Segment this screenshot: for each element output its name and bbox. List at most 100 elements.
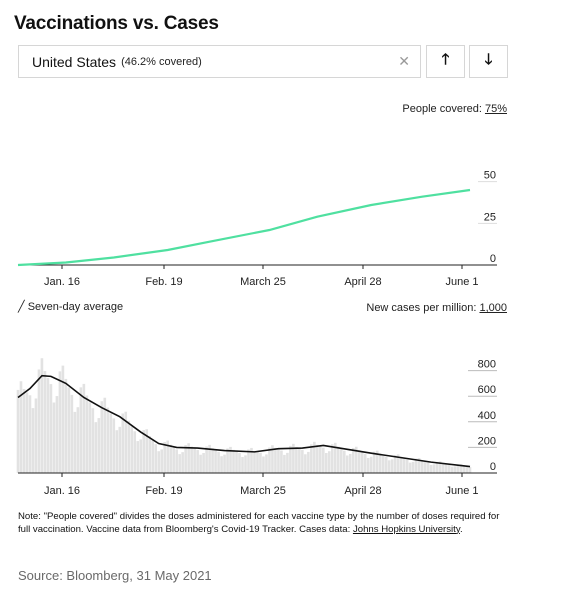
top-y-tick: 50 [484,170,496,182]
case-bar [85,395,89,473]
jhu-link[interactable]: Johns Hopkins University [352,523,460,535]
case-bar [184,445,187,473]
case-bar [250,447,253,473]
case-bar [67,387,71,473]
case-bar [432,464,436,473]
case-bar [304,454,307,473]
case-bar [22,389,26,473]
arrow-up-icon: 🡑 [441,51,450,68]
people-covered-scale[interactable]: 75% [484,103,507,115]
bottom-x-tick: Feb. 19 [145,485,182,497]
case-bar [100,401,104,473]
bottom-x-tick: March 25 [240,485,286,497]
case-bar [208,444,211,473]
top-y-tick: 0 [490,253,496,265]
chart-title: Vaccinations vs. Cases [14,13,219,34]
next-button[interactable]: 🡓 [469,45,508,78]
case-bar [411,461,415,473]
seven-day-average-line [17,374,471,468]
case-bar [396,454,400,473]
case-bar [124,411,128,473]
case-bar [310,444,313,473]
case-bar [280,450,283,473]
bottom-x-tick: June 1 [445,485,478,497]
case-bar [301,450,304,473]
case-bar [325,452,328,473]
case-bar [465,466,469,473]
vaccination-line [17,188,471,267]
case-bar [148,436,152,473]
case-bar [202,452,205,473]
case-bar [115,430,119,473]
bottom-y-tick: 800 [478,359,496,371]
case-bar [363,453,367,473]
case-bar [468,467,472,473]
case-bar [357,450,361,473]
new-cases-legend: New cases per million: 1,000 [366,302,507,314]
case-bar [133,431,137,473]
case-bar [244,455,247,473]
case-bar [381,455,385,473]
case-bar [139,439,143,473]
case-bar [160,449,163,473]
case-bar [333,442,337,473]
case-bar [211,448,214,473]
case-bar [82,383,86,473]
case-bar [25,392,29,473]
case-bar [238,452,241,473]
case-bar [348,453,352,473]
case-bar [322,447,325,473]
case-bar [61,365,65,473]
bottom-y-tick: 0 [490,461,496,473]
case-bar [283,454,286,473]
case-bar [103,397,107,473]
top-x-tick: Feb. 19 [145,276,182,288]
case-bar [49,384,53,473]
case-bar [31,408,35,473]
case-bar [52,402,56,473]
case-bar [163,442,166,473]
top-x-tick: June 1 [445,276,478,288]
close-icon[interactable]: ✕ [398,53,410,69]
case-bar [328,451,331,473]
case-bar [154,444,157,473]
case-bar [289,445,292,473]
case-bar [292,443,295,473]
case-bar [271,445,274,473]
case-bar [181,452,184,473]
case-bar [408,462,412,473]
case-bar [43,371,47,473]
case-bar [345,455,349,473]
people-covered-prefix: People covered: [402,103,485,115]
case-bar [339,448,343,473]
previous-button[interactable]: 🡑 [426,45,465,78]
case-bar [196,450,199,473]
case-bar [423,461,427,473]
case-bar [109,413,113,473]
case-bar [372,451,376,473]
case-bar [118,426,122,473]
people-covered-legend: People covered: 75% [402,103,507,115]
case-bar [187,443,190,473]
case-bar [456,464,460,473]
case-bar [226,448,229,473]
country-selector[interactable]: United States (46.2% covered) ✕ [18,45,421,78]
case-bar [79,387,83,473]
new-cases-scale[interactable]: 1,000 [479,302,507,314]
case-bar [19,381,23,473]
case-bar [319,446,322,473]
case-bar [106,407,110,473]
case-bar [447,464,451,473]
case-bar [214,450,217,473]
top-x-tick: March 25 [240,276,286,288]
case-bar [142,430,146,473]
case-bar [145,429,149,473]
case-bar [166,440,169,473]
case-bar [351,448,355,473]
case-bar [462,465,466,473]
case-bar [73,411,77,473]
case-bar [28,395,32,473]
case-bar [193,448,196,473]
case-bar [151,440,155,473]
case-bar [64,378,68,473]
